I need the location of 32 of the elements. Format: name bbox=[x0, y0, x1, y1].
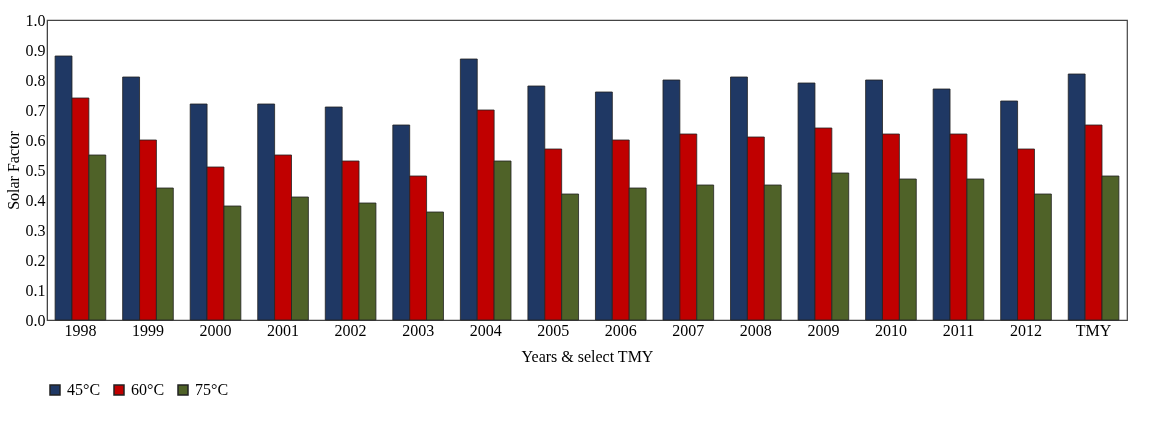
x-tick-label: 2005 bbox=[537, 321, 570, 339]
y-tick-label: 1.0 bbox=[25, 11, 46, 29]
y-tick-label: 0.1 bbox=[25, 281, 46, 299]
x-tick-label: 2004 bbox=[469, 321, 502, 339]
x-tick-label: 2006 bbox=[604, 321, 637, 339]
y-tick-label: 0.4 bbox=[25, 191, 46, 209]
y-tick-label: 0.0 bbox=[25, 311, 46, 329]
y-tick-label: 0.5 bbox=[25, 161, 46, 179]
y-tick-label: 0.3 bbox=[25, 221, 46, 239]
x-tick-label: 2007 bbox=[672, 321, 705, 339]
y-tick-label: 0.8 bbox=[25, 71, 46, 89]
x-axis-title: Years & select TMY bbox=[521, 347, 654, 365]
y-tick-label: 0.6 bbox=[25, 131, 46, 149]
x-tick-label: 2012 bbox=[1010, 321, 1043, 339]
legend-label: 75°C bbox=[195, 381, 229, 398]
x-tick-label: 2003 bbox=[402, 321, 435, 339]
x-tick-label: 2001 bbox=[267, 321, 300, 339]
x-tick-label: 2011 bbox=[942, 321, 975, 339]
y-tick-label: 0.2 bbox=[25, 251, 46, 269]
x-tick-label: 2009 bbox=[807, 321, 840, 339]
x-tick-label: 2008 bbox=[739, 321, 772, 339]
x-tick-label: 1999 bbox=[131, 321, 164, 339]
y-axis-title: Solar Factor bbox=[4, 130, 22, 210]
y-tick-label: 0.9 bbox=[25, 41, 46, 59]
x-tick-label: 2002 bbox=[334, 321, 367, 339]
x-tick-label: 2000 bbox=[199, 321, 232, 339]
legend-label: 45°C bbox=[67, 381, 101, 398]
x-tick-label: TMY bbox=[1075, 321, 1112, 339]
y-tick-label: 0.7 bbox=[25, 101, 46, 119]
legend-label: 60°C bbox=[131, 381, 165, 398]
x-tick-label: 1998 bbox=[64, 321, 97, 339]
x-tick-label: 2010 bbox=[874, 321, 907, 339]
